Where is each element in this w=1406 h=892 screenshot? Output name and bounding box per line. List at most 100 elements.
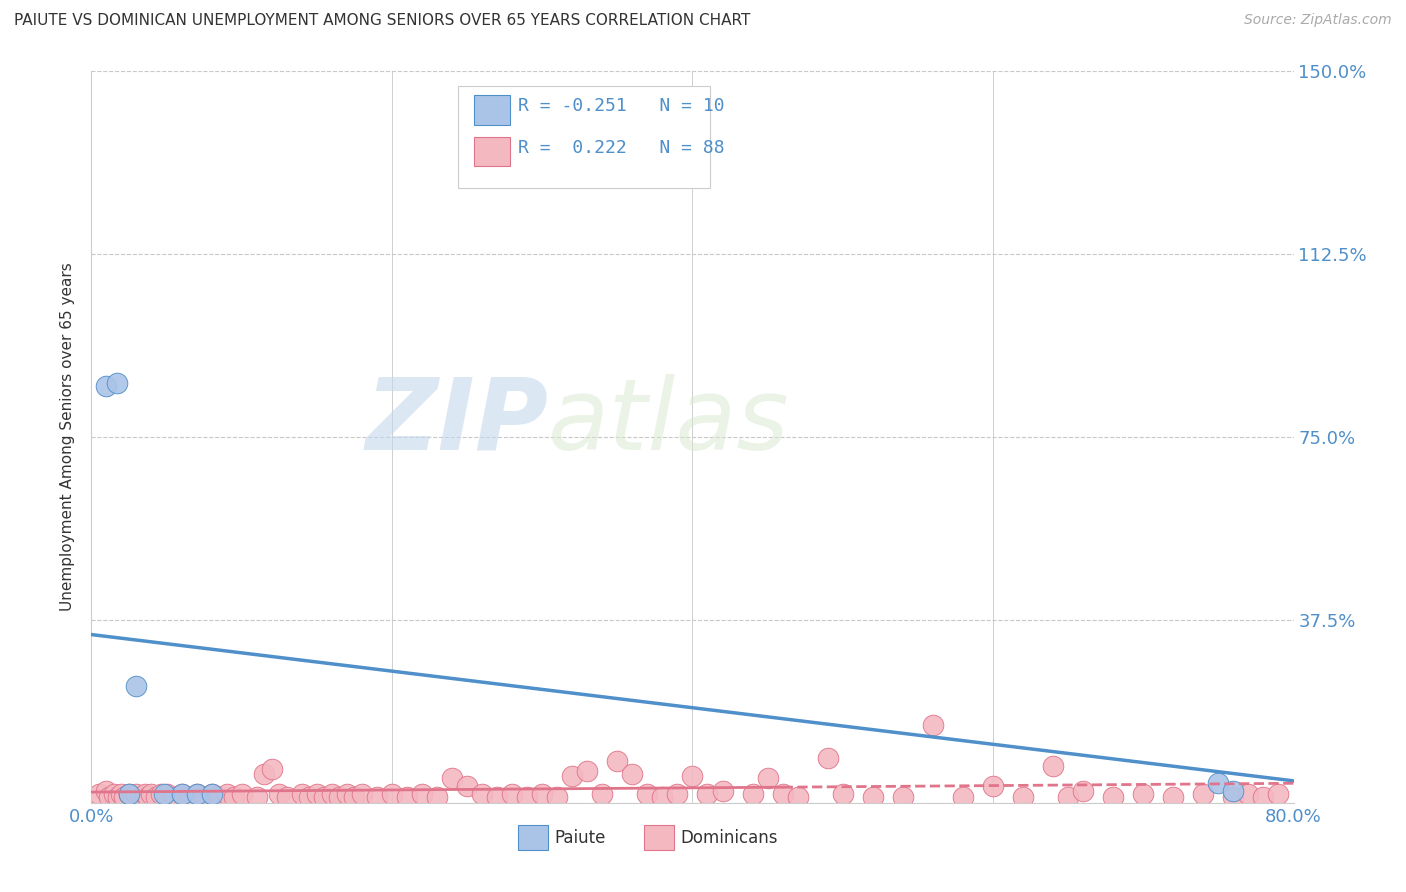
- Point: [1237, 787, 1260, 801]
- Point: [1057, 789, 1080, 804]
- Point: [336, 787, 359, 801]
- Point: [440, 772, 463, 786]
- Point: [981, 779, 1004, 793]
- Point: [395, 789, 418, 804]
- Point: [486, 789, 509, 804]
- Point: [681, 769, 703, 783]
- Text: Source: ZipAtlas.com: Source: ZipAtlas.com: [1244, 13, 1392, 28]
- Point: [1192, 787, 1215, 801]
- Text: atlas: atlas: [548, 374, 790, 471]
- Point: [1253, 789, 1275, 804]
- Y-axis label: Unemployment Among Seniors over 65 years: Unemployment Among Seniors over 65 years: [60, 263, 76, 611]
- Point: [1071, 783, 1094, 797]
- Point: [952, 789, 974, 804]
- Text: R = -0.251   N = 10: R = -0.251 N = 10: [519, 96, 724, 115]
- Point: [105, 376, 128, 391]
- Point: [328, 789, 350, 804]
- Point: [561, 769, 583, 783]
- Point: [531, 787, 554, 801]
- Text: ZIP: ZIP: [366, 374, 548, 471]
- Point: [98, 789, 121, 804]
- FancyBboxPatch shape: [644, 825, 675, 850]
- Point: [343, 789, 366, 804]
- Point: [1267, 787, 1289, 801]
- Point: [426, 789, 449, 804]
- Point: [177, 789, 200, 804]
- Point: [576, 764, 599, 778]
- Point: [170, 787, 193, 801]
- Point: [246, 789, 269, 804]
- Point: [636, 787, 658, 801]
- Point: [138, 789, 160, 804]
- Point: [817, 751, 839, 765]
- Point: [1222, 783, 1244, 797]
- Point: [321, 787, 343, 801]
- Point: [208, 789, 231, 804]
- Point: [269, 787, 291, 801]
- Point: [145, 789, 167, 804]
- Point: [215, 787, 238, 801]
- Point: [118, 787, 141, 801]
- Point: [134, 787, 156, 801]
- Point: [201, 787, 224, 801]
- Point: [103, 787, 125, 801]
- FancyBboxPatch shape: [474, 137, 510, 167]
- Point: [291, 787, 314, 801]
- Point: [591, 787, 613, 801]
- Point: [152, 787, 174, 801]
- Point: [862, 789, 884, 804]
- Point: [186, 787, 208, 801]
- Text: Paiute: Paiute: [554, 829, 606, 847]
- Point: [118, 787, 141, 801]
- Point: [129, 789, 152, 804]
- Point: [163, 789, 186, 804]
- Point: [224, 789, 246, 804]
- Point: [381, 787, 404, 801]
- Point: [1161, 789, 1184, 804]
- Point: [141, 787, 163, 801]
- Point: [651, 789, 673, 804]
- Point: [456, 779, 478, 793]
- Point: [170, 787, 193, 801]
- Point: [621, 766, 644, 780]
- Point: [314, 789, 336, 804]
- Point: [125, 679, 148, 693]
- Point: [193, 789, 215, 804]
- FancyBboxPatch shape: [474, 95, 510, 125]
- Point: [298, 789, 321, 804]
- Text: Dominicans: Dominicans: [681, 829, 778, 847]
- Point: [501, 787, 523, 801]
- Point: [260, 762, 283, 776]
- Point: [696, 787, 718, 801]
- Point: [546, 789, 568, 804]
- FancyBboxPatch shape: [519, 825, 548, 850]
- Point: [1208, 776, 1230, 790]
- Point: [231, 787, 253, 801]
- Point: [149, 787, 172, 801]
- Text: PAIUTE VS DOMINICAN UNEMPLOYMENT AMONG SENIORS OVER 65 YEARS CORRELATION CHART: PAIUTE VS DOMINICAN UNEMPLOYMENT AMONG S…: [14, 13, 751, 29]
- Point: [201, 787, 224, 801]
- Point: [253, 766, 276, 780]
- Point: [350, 787, 373, 801]
- Point: [471, 787, 494, 801]
- Point: [831, 787, 853, 801]
- Point: [87, 787, 110, 801]
- Point: [155, 787, 177, 801]
- Point: [772, 787, 794, 801]
- Point: [276, 789, 298, 804]
- Point: [756, 772, 779, 786]
- Point: [891, 789, 914, 804]
- Point: [122, 789, 145, 804]
- Point: [516, 789, 538, 804]
- Point: [305, 787, 328, 801]
- Point: [411, 787, 433, 801]
- Point: [1012, 789, 1035, 804]
- Point: [110, 787, 132, 801]
- Point: [96, 783, 118, 797]
- Point: [107, 789, 129, 804]
- Point: [1132, 787, 1154, 801]
- Point: [1222, 789, 1244, 804]
- Point: [96, 379, 118, 393]
- Text: R =  0.222   N = 88: R = 0.222 N = 88: [519, 139, 724, 157]
- Point: [186, 787, 208, 801]
